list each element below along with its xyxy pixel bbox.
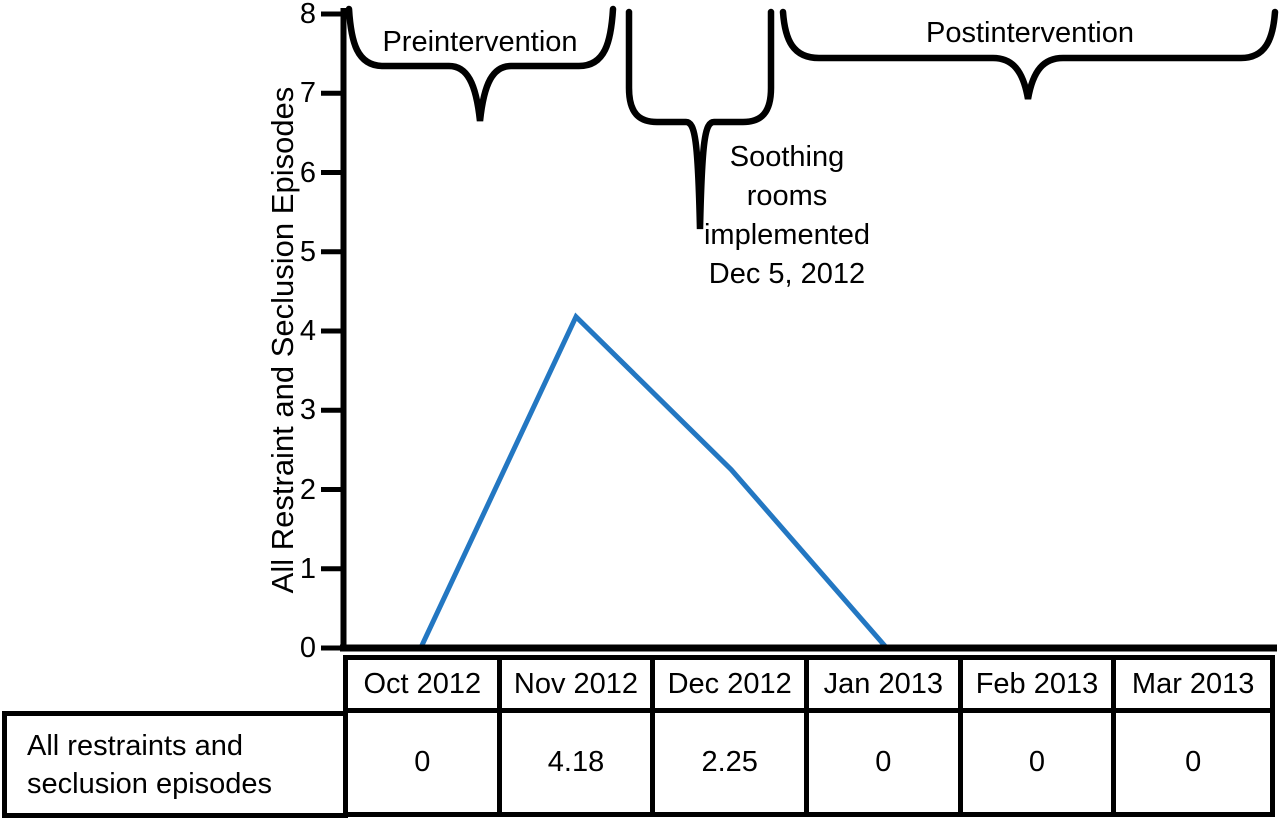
data-table: Oct 2012 Nov 2012 Dec 2012 Jan 2013 Feb …	[343, 655, 1275, 817]
series-label: All restraints and seclusion episodes	[27, 729, 273, 800]
y-tick-label: 6	[299, 156, 316, 189]
table-header-cell: Oct 2012	[348, 660, 502, 713]
series-label-box: All restraints and seclusion episodes	[2, 711, 348, 818]
table-header-cell: Nov 2012	[501, 660, 656, 713]
table-header-cell: Feb 2013	[962, 660, 1117, 713]
preintervention-brace	[345, 5, 617, 122]
table-header-cell: Dec 2012	[655, 660, 809, 713]
braces	[345, 5, 1279, 230]
y-tick-label: 5	[299, 235, 316, 268]
y-axis-ticks	[321, 11, 341, 651]
axes	[321, 8, 1277, 652]
y-tick-label: 2	[299, 473, 316, 506]
y-tick-label: 8	[299, 0, 316, 30]
table-value-cell: 0	[963, 713, 1117, 812]
table-value-cell: 0	[348, 713, 502, 812]
postintervention-brace	[779, 8, 1279, 100]
soothing-rooms-brace	[625, 8, 775, 230]
table-value-cell: 0	[1185, 746, 1202, 778]
y-tick-label: 4	[299, 315, 316, 347]
soothing-rooms-label: Soothing rooms implemented Dec 5, 2012	[703, 141, 871, 290]
postintervention-label: Postintervention	[926, 17, 1134, 49]
table-header-cell: Mar 2013	[1116, 660, 1270, 713]
y-tick-label: 1	[299, 552, 316, 585]
y-tick-label: 0	[299, 632, 316, 664]
table-value-cell: 0	[809, 713, 963, 812]
table-header-cell: Jan 2013	[809, 660, 963, 713]
preintervention-label: Preintervention	[382, 26, 578, 58]
table-value-cell: 2.25	[655, 713, 809, 812]
y-tick-label: 7	[299, 77, 316, 110]
y-tick-label: 3	[299, 394, 316, 427]
restraint-episodes-line	[418, 312, 1198, 651]
table-value-cell: 4.18	[502, 713, 656, 812]
